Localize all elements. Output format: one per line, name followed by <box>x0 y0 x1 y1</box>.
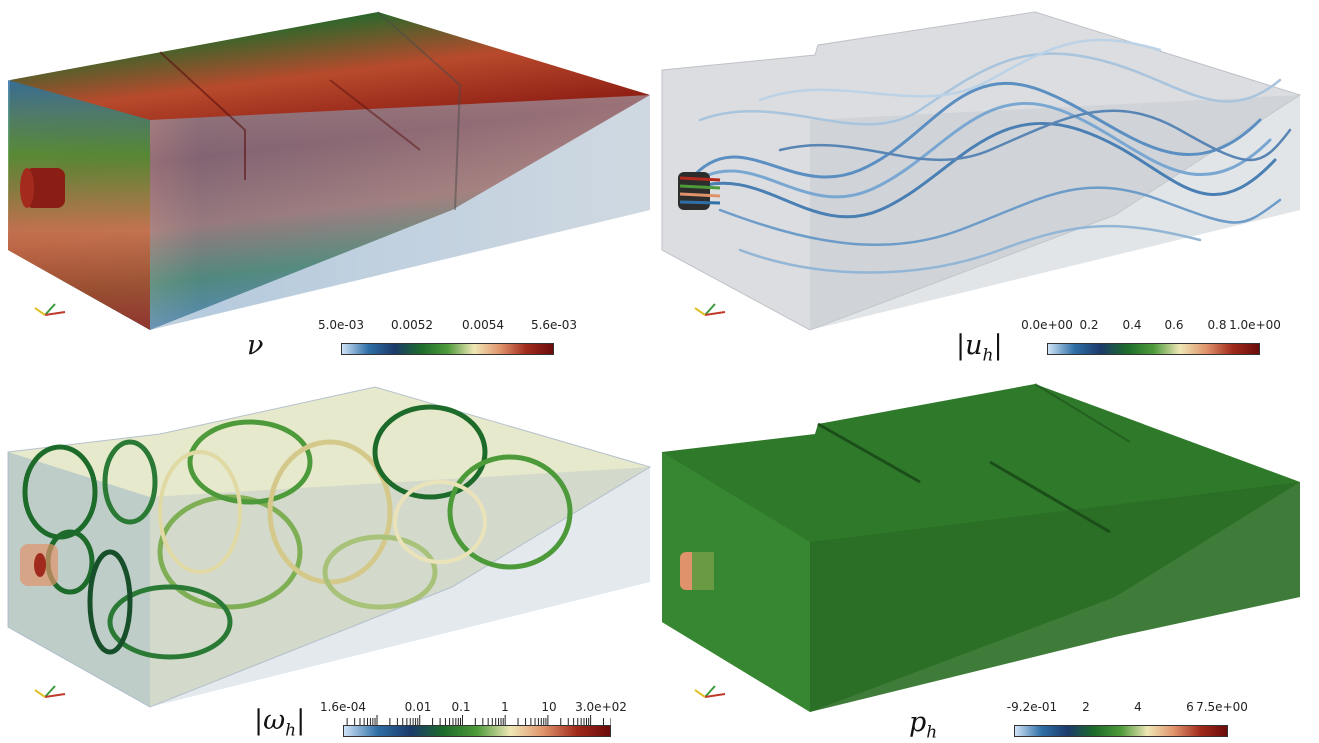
baffle-2 <box>989 460 1111 534</box>
colorbar-tick: 0.1 <box>451 700 471 714</box>
colorbar-minor-ticks <box>346 715 611 725</box>
colorbar-ticks: 5.0e-03 0.0052 0.0054 5.6e-03 <box>318 318 577 334</box>
colorbar-tick: 1 <box>501 700 509 714</box>
field-label: |uh| <box>956 330 1003 366</box>
colorbar-tick: 1.6e-04 <box>319 700 367 714</box>
colorbar <box>343 725 611 737</box>
orientation-axes-icon <box>34 685 66 698</box>
colorbar-tick: 0.01 <box>404 700 432 714</box>
colorbar <box>1014 725 1228 737</box>
baffle-2 <box>377 11 462 211</box>
colorbar-tick: 0.0054 <box>462 318 504 332</box>
field-label: ν <box>247 330 264 361</box>
colorbar <box>341 343 554 355</box>
orientation-axes-icon <box>34 303 66 316</box>
colorbar-tick: 4 <box>1134 700 1142 714</box>
colorbar-tick: 5.6e-03 <box>530 318 578 332</box>
panel-vorticity: |ωh| 1.6e-04 0.01 0.1 1 10 3.0e+02 <box>0 372 659 743</box>
inlet-pipe <box>25 168 65 208</box>
colorbar-tick: 5.0e-03 <box>317 318 365 332</box>
vorticity-render <box>7 386 652 708</box>
panel-viscosity: ν 5.0e-03 0.0052 0.0054 5.6e-03 <box>0 0 659 371</box>
velocity-render <box>661 11 1302 331</box>
field-label: |ωh| <box>254 705 306 741</box>
colorbar <box>1047 343 1260 355</box>
orientation-axes-icon <box>694 303 726 316</box>
colorbar-tick: 0.0052 <box>391 318 433 332</box>
colorbar-tick: 2 <box>1082 700 1090 714</box>
colorbar-ticks: 0.0e+00 0.2 0.4 0.6 0.8 1.0e+00 <box>1021 318 1281 334</box>
colorbar-tick: 0.4 <box>1122 318 1142 332</box>
pressure-render <box>662 383 1300 712</box>
orientation-axes-icon <box>694 685 726 698</box>
colorbar-tick: 0.8 <box>1207 318 1227 332</box>
colorbar-tick: 0.2 <box>1079 318 1099 332</box>
colorbar-tick: -9.2e-01 <box>1006 700 1058 714</box>
colorbar-tick: 6 <box>1186 700 1194 714</box>
baffle-1 <box>159 51 246 180</box>
colorbar-tick: 10 <box>541 700 557 714</box>
colorbar-tick: 0.6 <box>1164 318 1184 332</box>
colorbar-tick: 0.0e+00 <box>1021 318 1073 332</box>
colorbar-tick: 1.0e+00 <box>1229 318 1281 332</box>
domain-left-face <box>8 80 150 330</box>
colorbar-ticks: 1.6e-04 0.01 0.1 1 10 3.0e+02 <box>320 700 627 716</box>
panel-velocity: |uh| 0.0e+00 0.2 0.4 0.6 0.8 1.0e+00 <box>660 0 1319 371</box>
colorbar-tick: 7.5e+00 <box>1196 700 1248 714</box>
vortex-lines <box>22 404 573 660</box>
streamlines <box>688 38 1292 274</box>
field-label: ph <box>909 707 938 743</box>
panel-pressure: ph -9.2e-01 2 4 6 7.5e+00 <box>660 372 1319 743</box>
domain-box <box>7 386 652 708</box>
domain-front-face <box>150 95 650 330</box>
baffle-1 <box>817 422 921 484</box>
viscosity-render <box>8 11 650 330</box>
domain-front-face <box>810 482 1300 712</box>
colorbar-ticks: -9.2e-01 2 4 6 7.5e+00 <box>1007 700 1248 716</box>
colorbar-tick: 3.0e+02 <box>575 700 627 714</box>
